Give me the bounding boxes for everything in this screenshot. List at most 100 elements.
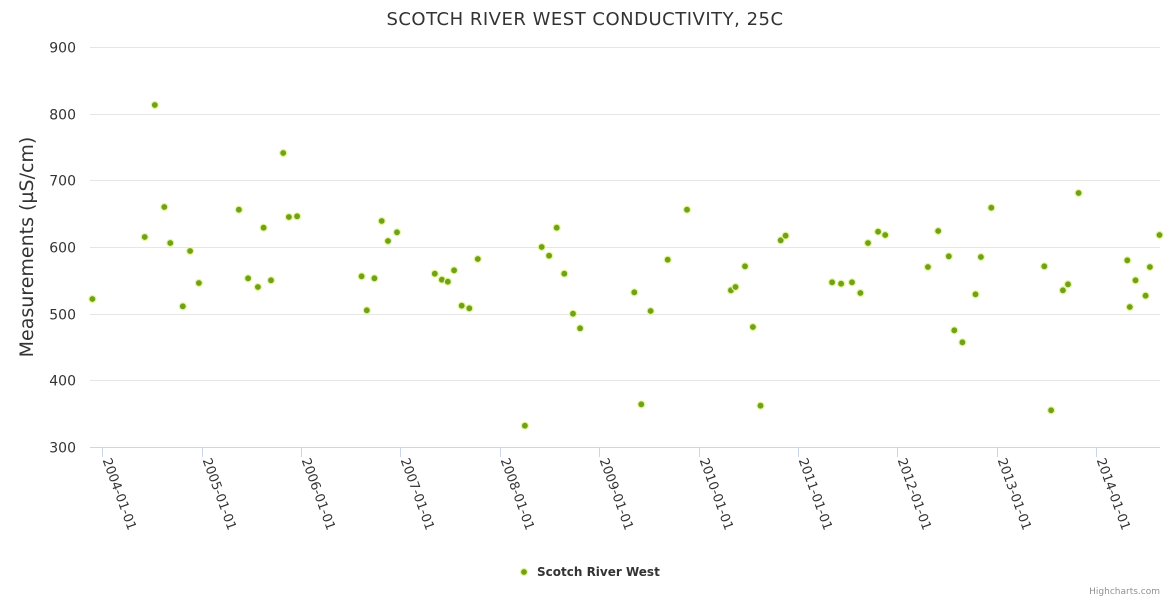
data-point[interactable]	[450, 266, 459, 275]
data-point[interactable]	[520, 421, 530, 430]
data-point[interactable]	[756, 401, 765, 410]
data-point[interactable]	[253, 282, 262, 292]
data-point[interactable]	[537, 242, 546, 252]
data-point[interactable]	[465, 304, 474, 313]
y-tick-label: 700	[49, 174, 76, 190]
data-point[interactable]	[443, 277, 452, 286]
data-point[interactable]	[663, 255, 672, 264]
data-point[interactable]	[1046, 406, 1056, 415]
x-tick-label: 2011-01-01	[795, 456, 835, 532]
data-point[interactable]	[194, 278, 203, 288]
x-tick-label: 2006-01-01	[298, 456, 338, 532]
data-point[interactable]	[976, 252, 986, 262]
data-point[interactable]	[1145, 262, 1155, 272]
data-point[interactable]	[575, 324, 585, 333]
data-point[interactable]	[266, 276, 276, 285]
data-point[interactable]	[1074, 188, 1083, 198]
data-point[interactable]	[1131, 276, 1140, 285]
y-tick-label: 500	[49, 308, 76, 324]
data-point[interactable]	[637, 400, 646, 409]
x-axis-ticks	[102, 447, 1097, 457]
x-tick-label: 2004-01-01	[99, 456, 139, 532]
data-point[interactable]	[293, 212, 302, 221]
x-tick-label: 2007-01-01	[397, 456, 437, 532]
data-point[interactable]	[748, 322, 758, 332]
legend-symbol	[519, 567, 529, 577]
y-tick-label: 900	[49, 41, 76, 57]
data-point[interactable]	[457, 301, 466, 310]
data-point[interactable]	[552, 223, 561, 232]
data-point[interactable]	[370, 274, 379, 283]
data-point[interactable]	[1125, 302, 1134, 312]
data-point[interactable]	[934, 226, 943, 236]
data-point[interactable]	[881, 230, 890, 240]
data-point[interactable]	[568, 309, 578, 318]
data-point[interactable]	[140, 232, 149, 242]
data-point[interactable]	[1141, 291, 1150, 300]
data-point[interactable]	[383, 236, 393, 246]
data-point[interactable]	[166, 238, 175, 248]
data-point[interactable]	[160, 202, 169, 212]
credits-link[interactable]: Highcharts.com	[1089, 587, 1160, 597]
data-point[interactable]	[646, 306, 655, 316]
data-point[interactable]	[284, 212, 293, 222]
data-point[interactable]	[234, 205, 243, 214]
data-point[interactable]	[873, 227, 883, 236]
data-point[interactable]	[856, 288, 865, 298]
series-scotch-river-west	[88, 100, 1164, 430]
data-point[interactable]	[473, 254, 482, 264]
data-point[interactable]	[1058, 286, 1068, 295]
data-point[interactable]	[827, 278, 837, 287]
data-point[interactable]	[987, 203, 996, 212]
data-point[interactable]	[178, 302, 187, 311]
data-point[interactable]	[781, 231, 790, 240]
data-point[interactable]	[958, 338, 967, 347]
data-point[interactable]	[776, 236, 785, 245]
data-point[interactable]	[731, 282, 740, 292]
y-axis-tick-labels: 300 400 500 600 700 800 900	[49, 41, 76, 457]
data-point[interactable]	[377, 216, 386, 226]
data-point[interactable]	[88, 294, 97, 304]
legend[interactable]: Scotch River West	[519, 565, 661, 579]
chart-title: SCOTCH RIVER WEST CONDUCTIVITY, 25C	[386, 9, 783, 30]
data-point[interactable]	[836, 279, 846, 288]
data-point[interactable]	[357, 272, 366, 281]
data-point[interactable]	[863, 238, 873, 248]
legend-item-label[interactable]: Scotch River West	[537, 565, 660, 579]
data-point[interactable]	[971, 290, 980, 299]
data-point[interactable]	[682, 205, 692, 214]
y-axis-label: Measurements (µS/cm)	[16, 137, 38, 358]
data-point[interactable]	[186, 246, 195, 256]
data-point[interactable]	[1063, 280, 1073, 289]
data-point[interactable]	[950, 326, 959, 335]
grid-lines	[90, 47, 1160, 381]
data-point[interactable]	[150, 100, 159, 110]
data-point[interactable]	[944, 252, 953, 261]
data-point[interactable]	[244, 274, 253, 283]
data-point[interactable]	[630, 288, 639, 297]
y-tick-label: 300	[49, 441, 76, 457]
x-tick-label: 2005-01-01	[199, 456, 239, 532]
y-tick-label: 800	[49, 108, 76, 124]
data-point[interactable]	[923, 262, 933, 272]
data-point[interactable]	[259, 223, 268, 232]
data-point[interactable]	[847, 278, 857, 287]
data-point[interactable]	[1040, 262, 1049, 271]
y-tick-label: 600	[49, 241, 76, 257]
data-point[interactable]	[392, 228, 402, 237]
x-tick-label: 2014-01-01	[1093, 456, 1133, 532]
data-point[interactable]	[1123, 256, 1132, 265]
x-tick-label: 2012-01-01	[894, 456, 934, 532]
x-tick-label: 2013-01-01	[994, 456, 1034, 532]
data-point[interactable]	[279, 148, 288, 158]
data-point[interactable]	[560, 269, 569, 278]
x-axis-tick-labels: 2004-01-01 2005-01-01 2006-01-01 2007-01-01…	[99, 456, 1133, 532]
data-point[interactable]	[430, 269, 439, 278]
data-point[interactable]	[544, 251, 554, 260]
data-point[interactable]	[740, 262, 750, 271]
data-point[interactable]	[1155, 230, 1164, 240]
x-tick-label: 2010-01-01	[696, 456, 736, 532]
data-point[interactable]	[362, 306, 371, 315]
x-tick-label: 2008-01-01	[497, 456, 537, 532]
